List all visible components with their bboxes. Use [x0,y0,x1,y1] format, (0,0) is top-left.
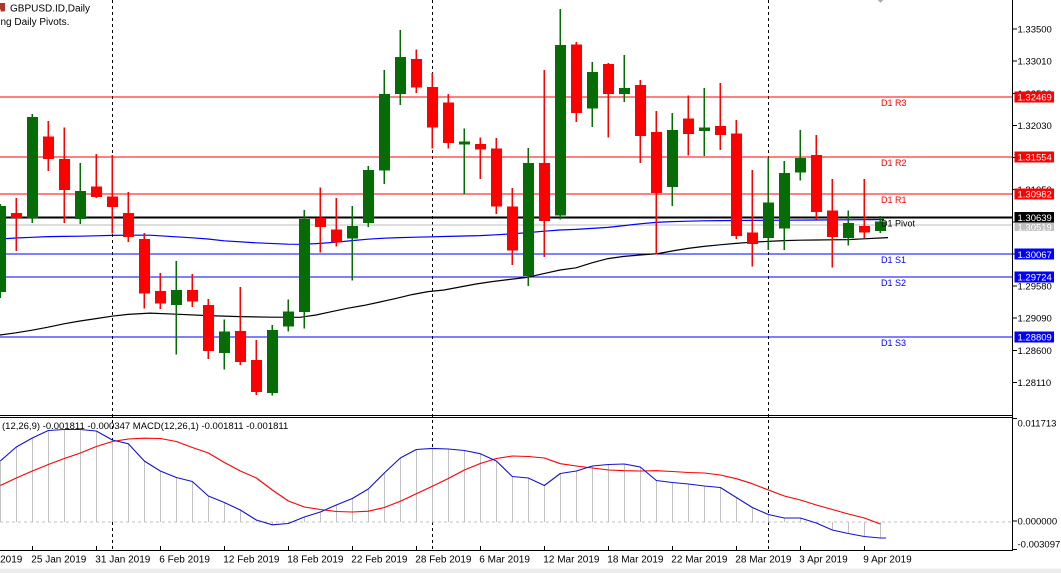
svg-text:1.30639: 1.30639 [1018,213,1052,224]
svg-text:12 Mar 2019: 12 Mar 2019 [543,555,600,566]
svg-text:1.30519: 1.30519 [1018,222,1052,233]
svg-text:1.30067: 1.30067 [1018,250,1052,261]
svg-text:D1 Pivot: D1 Pivot [881,219,916,229]
svg-text:1.31554: 1.31554 [1018,153,1052,164]
svg-text:-0.003097: -0.003097 [1018,540,1061,551]
svg-text:1.28809: 1.28809 [1018,333,1052,344]
svg-text:6 Feb 2019: 6 Feb 2019 [159,555,210,566]
svg-text:1.32469: 1.32469 [1018,93,1052,104]
svg-text:GBPUSD.ID,Daily: GBPUSD.ID,Daily [10,4,90,15]
svg-text:1.29090: 1.29090 [1018,314,1052,325]
svg-text:22 Mar 2019: 22 Mar 2019 [671,555,728,566]
svg-text:9 Apr 2019: 9 Apr 2019 [863,555,912,566]
svg-text:0.011713: 0.011713 [1018,419,1057,430]
svg-text:D1 S1: D1 S1 [881,255,906,265]
svg-text:(12,26,9) -0.001811 -0.000347: (12,26,9) -0.001811 -0.000347 MACD(12,26… [2,421,288,432]
svg-text:28 Mar 2019: 28 Mar 2019 [735,555,792,566]
svg-text:18 Mar 2019: 18 Mar 2019 [607,555,664,566]
svg-text:25 Jan 2019: 25 Jan 2019 [31,555,86,566]
svg-text:Using Daily Pivots.: Using Daily Pivots. [0,17,69,28]
svg-text:0.000000: 0.000000 [1018,517,1058,528]
svg-text:1.32030: 1.32030 [1018,121,1052,132]
svg-text:1.29724: 1.29724 [1018,273,1052,284]
svg-text:1.28600: 1.28600 [1018,346,1052,357]
svg-text:D1 S2: D1 S2 [881,278,906,288]
svg-text:D1 R3: D1 R3 [881,98,907,108]
svg-text:1.30982: 1.30982 [1018,190,1052,201]
svg-text:6 Mar 2019: 6 Mar 2019 [479,555,530,566]
svg-text:1.29580: 1.29580 [1018,282,1052,293]
svg-text:31 Jan 2019: 31 Jan 2019 [95,555,150,566]
svg-text:1.28110: 1.28110 [1018,378,1052,389]
svg-text:1.33500: 1.33500 [1018,25,1052,36]
svg-text:1.33010: 1.33010 [1018,57,1052,68]
svg-text:21 Jan 2019: 21 Jan 2019 [0,555,23,566]
svg-text:D1 R2: D1 R2 [881,158,907,168]
svg-text:D1 R1: D1 R1 [881,195,907,205]
svg-text:3 Apr 2019: 3 Apr 2019 [799,555,848,566]
svg-text:18 Feb 2019: 18 Feb 2019 [287,555,344,566]
svg-text:D1 S3: D1 S3 [881,338,906,348]
svg-text:22 Feb 2019: 22 Feb 2019 [351,555,408,566]
svg-text:28 Feb 2019: 28 Feb 2019 [415,555,472,566]
svg-text:12 Feb 2019: 12 Feb 2019 [223,555,280,566]
